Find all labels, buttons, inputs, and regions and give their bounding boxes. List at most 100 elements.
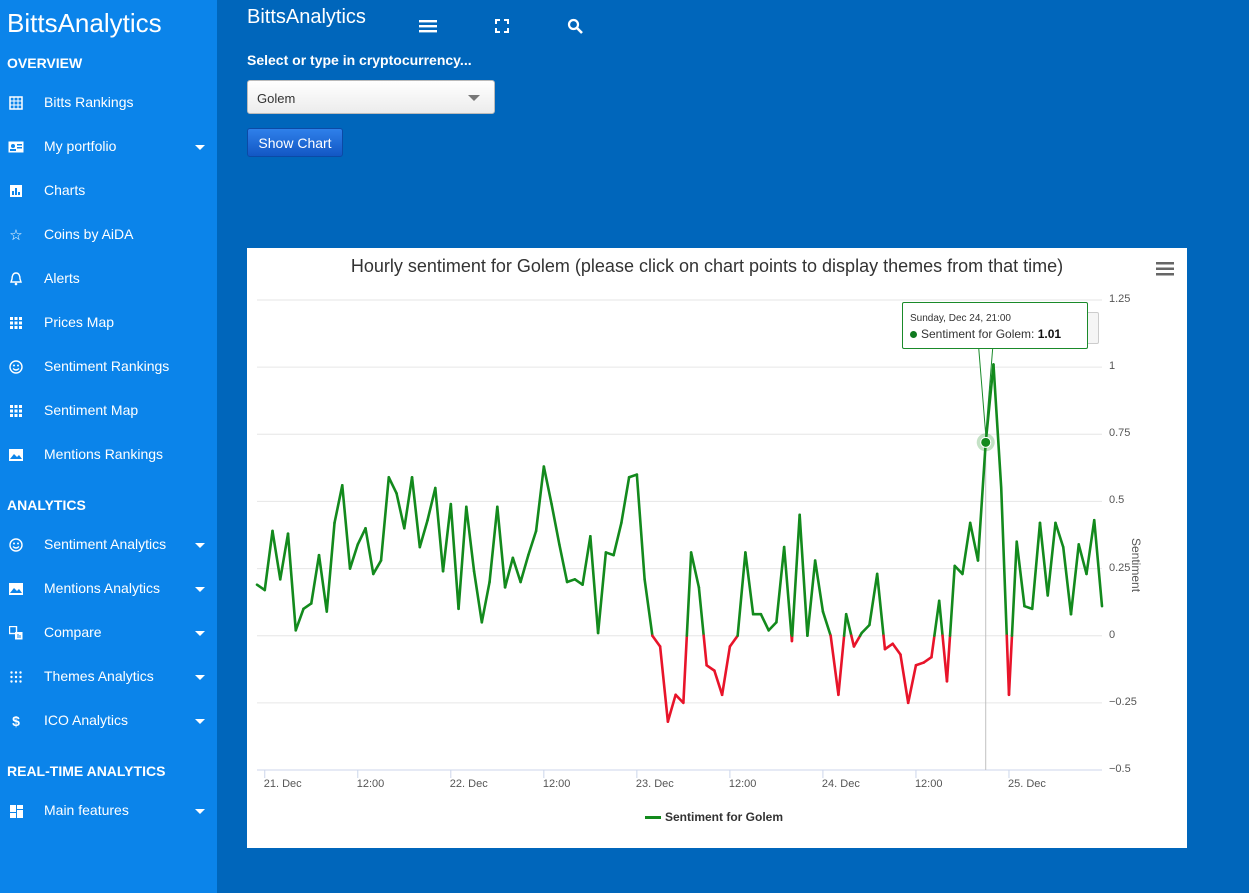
id-card-icon xyxy=(8,139,24,155)
series-segment xyxy=(1085,518,1096,576)
sidebar-item-bitts-rankings[interactable]: Bitts Rankings xyxy=(0,85,217,121)
sidebar-item-label: My portfolio xyxy=(44,138,117,154)
series-segment xyxy=(868,572,879,627)
series-segment xyxy=(527,529,538,557)
series-segment xyxy=(875,572,885,638)
series-segment xyxy=(565,578,577,584)
series-segment xyxy=(906,663,918,705)
series-segment xyxy=(379,475,391,562)
smiley-icon xyxy=(8,537,24,553)
series-segment xyxy=(976,441,988,562)
series-segment xyxy=(1010,540,1019,638)
series-segment xyxy=(782,545,793,638)
chart-title: Hourly sentiment for Golem (please click… xyxy=(350,256,1064,276)
series-segment xyxy=(736,551,747,638)
series-segment xyxy=(1007,634,1014,697)
sidebar-item-themes-analytics[interactable]: Themes Analytics xyxy=(0,659,217,695)
dots-grid-icon xyxy=(8,403,24,419)
series-segment xyxy=(1061,545,1073,616)
star-icon: ☆ xyxy=(9,227,23,244)
series-segment xyxy=(883,642,894,651)
section-realtime-analytics: REAL-TIME ANALYTICS xyxy=(7,763,166,779)
x-tick-label: 12:00 xyxy=(914,778,943,790)
sidebar-item-prices-map[interactable]: Prices Map xyxy=(0,305,217,341)
header-title: BittsAnalytics xyxy=(247,6,366,28)
sidebar-item-mentions-rankings[interactable]: Mentions Rankings xyxy=(0,437,217,473)
series-segment xyxy=(948,564,957,638)
dashboard-icon xyxy=(8,803,24,819)
chevron-down-icon xyxy=(195,587,205,592)
sidebar-item-label: Mentions Analytics xyxy=(44,580,160,596)
series-segment xyxy=(806,559,817,638)
series-segment xyxy=(1046,521,1057,597)
sidebar-item-label: Coins by AiDA xyxy=(44,226,134,242)
series-segment xyxy=(1092,518,1104,608)
dollar-icon: $ xyxy=(12,713,20,729)
series-segment xyxy=(914,661,925,667)
chart-legend[interactable]: Sentiment for Golem xyxy=(645,810,783,824)
series-segment xyxy=(992,363,1003,490)
series-segment xyxy=(999,486,1009,638)
series-segment xyxy=(434,486,445,573)
show-chart-button[interactable]: Show Chart xyxy=(247,128,343,157)
sidebar-item-alerts[interactable]: Alerts xyxy=(0,261,217,297)
series-segment xyxy=(441,502,453,573)
menu-icon[interactable] xyxy=(418,16,438,36)
series-segment xyxy=(728,634,739,648)
sidebar-item-label: Sentiment Analytics xyxy=(44,536,167,552)
series-segment xyxy=(294,607,305,632)
sidebar-item-charts[interactable]: Charts xyxy=(0,173,217,209)
sidebar-item-label: Compare xyxy=(44,624,102,640)
compare-icon xyxy=(8,625,24,641)
series-segment xyxy=(702,634,708,667)
series-segment xyxy=(325,521,336,613)
sidebar-item-sentiment-analytics[interactable]: Sentiment Analytics xyxy=(0,527,217,563)
series-segment xyxy=(596,551,608,635)
sidebar-item-compare[interactable]: Compare xyxy=(0,615,217,651)
series-segment xyxy=(542,465,553,506)
series-segment xyxy=(488,505,499,584)
series-segment xyxy=(891,642,902,656)
sidebar-item-mentions-analytics[interactable]: Mentions Analytics xyxy=(0,571,217,607)
sidebar-item-main-features[interactable]: Main features xyxy=(0,793,217,829)
brand-logo[interactable]: BittsAnalytics xyxy=(7,8,162,38)
series-segment xyxy=(356,526,367,546)
search-icon[interactable] xyxy=(565,16,585,36)
chevron-down-icon xyxy=(195,675,205,680)
sidebar-item-label: Charts xyxy=(44,182,86,198)
series-segment xyxy=(1054,521,1065,549)
y-tick-label: 0.25 xyxy=(1109,561,1131,574)
series-segment xyxy=(395,492,406,530)
y-tick-label: −0.5 xyxy=(1109,763,1131,775)
series-segment xyxy=(713,669,724,697)
series-segment xyxy=(937,599,944,638)
sidebar-item-sentiment-map[interactable]: Sentiment Map xyxy=(0,393,217,429)
chart-menu-icon[interactable] xyxy=(1156,262,1176,278)
series-segment xyxy=(984,363,995,444)
series-segment xyxy=(364,526,375,576)
x-tick-label: 25. Dec xyxy=(1007,778,1046,790)
series-segment xyxy=(658,645,670,723)
series-segment xyxy=(775,545,786,624)
sidebar-item-my-portfolio[interactable]: My portfolio xyxy=(0,129,217,165)
sidebar-item-label: Main features xyxy=(44,802,129,818)
series-segment xyxy=(309,553,321,605)
bar-chart-icon xyxy=(8,183,24,199)
y-tick-label: 0.5 xyxy=(1109,494,1125,507)
chart-plot[interactable] xyxy=(247,248,1187,848)
series-segment xyxy=(496,505,507,589)
crypto-select[interactable]: Golem xyxy=(247,80,495,114)
series-segment xyxy=(882,634,887,651)
series-segment xyxy=(961,521,972,576)
series-segment xyxy=(720,645,732,697)
grid-icon xyxy=(8,95,24,111)
sidebar-item-label: ICO Analytics xyxy=(44,712,129,728)
y-tick-label: −0.25 xyxy=(1109,695,1137,708)
sidebar-item-coins-by-aida[interactable]: ☆ Coins by AiDA xyxy=(0,217,217,253)
legend-label: Sentiment for Golem xyxy=(665,810,784,824)
sidebar-item-sentiment-rankings[interactable]: Sentiment Rankings xyxy=(0,349,217,385)
series-segment xyxy=(666,693,677,723)
fullscreen-icon[interactable] xyxy=(492,16,512,36)
series-segment xyxy=(271,529,282,581)
sidebar-item-ico-analytics[interactable]: $ ICO Analytics xyxy=(0,703,217,739)
